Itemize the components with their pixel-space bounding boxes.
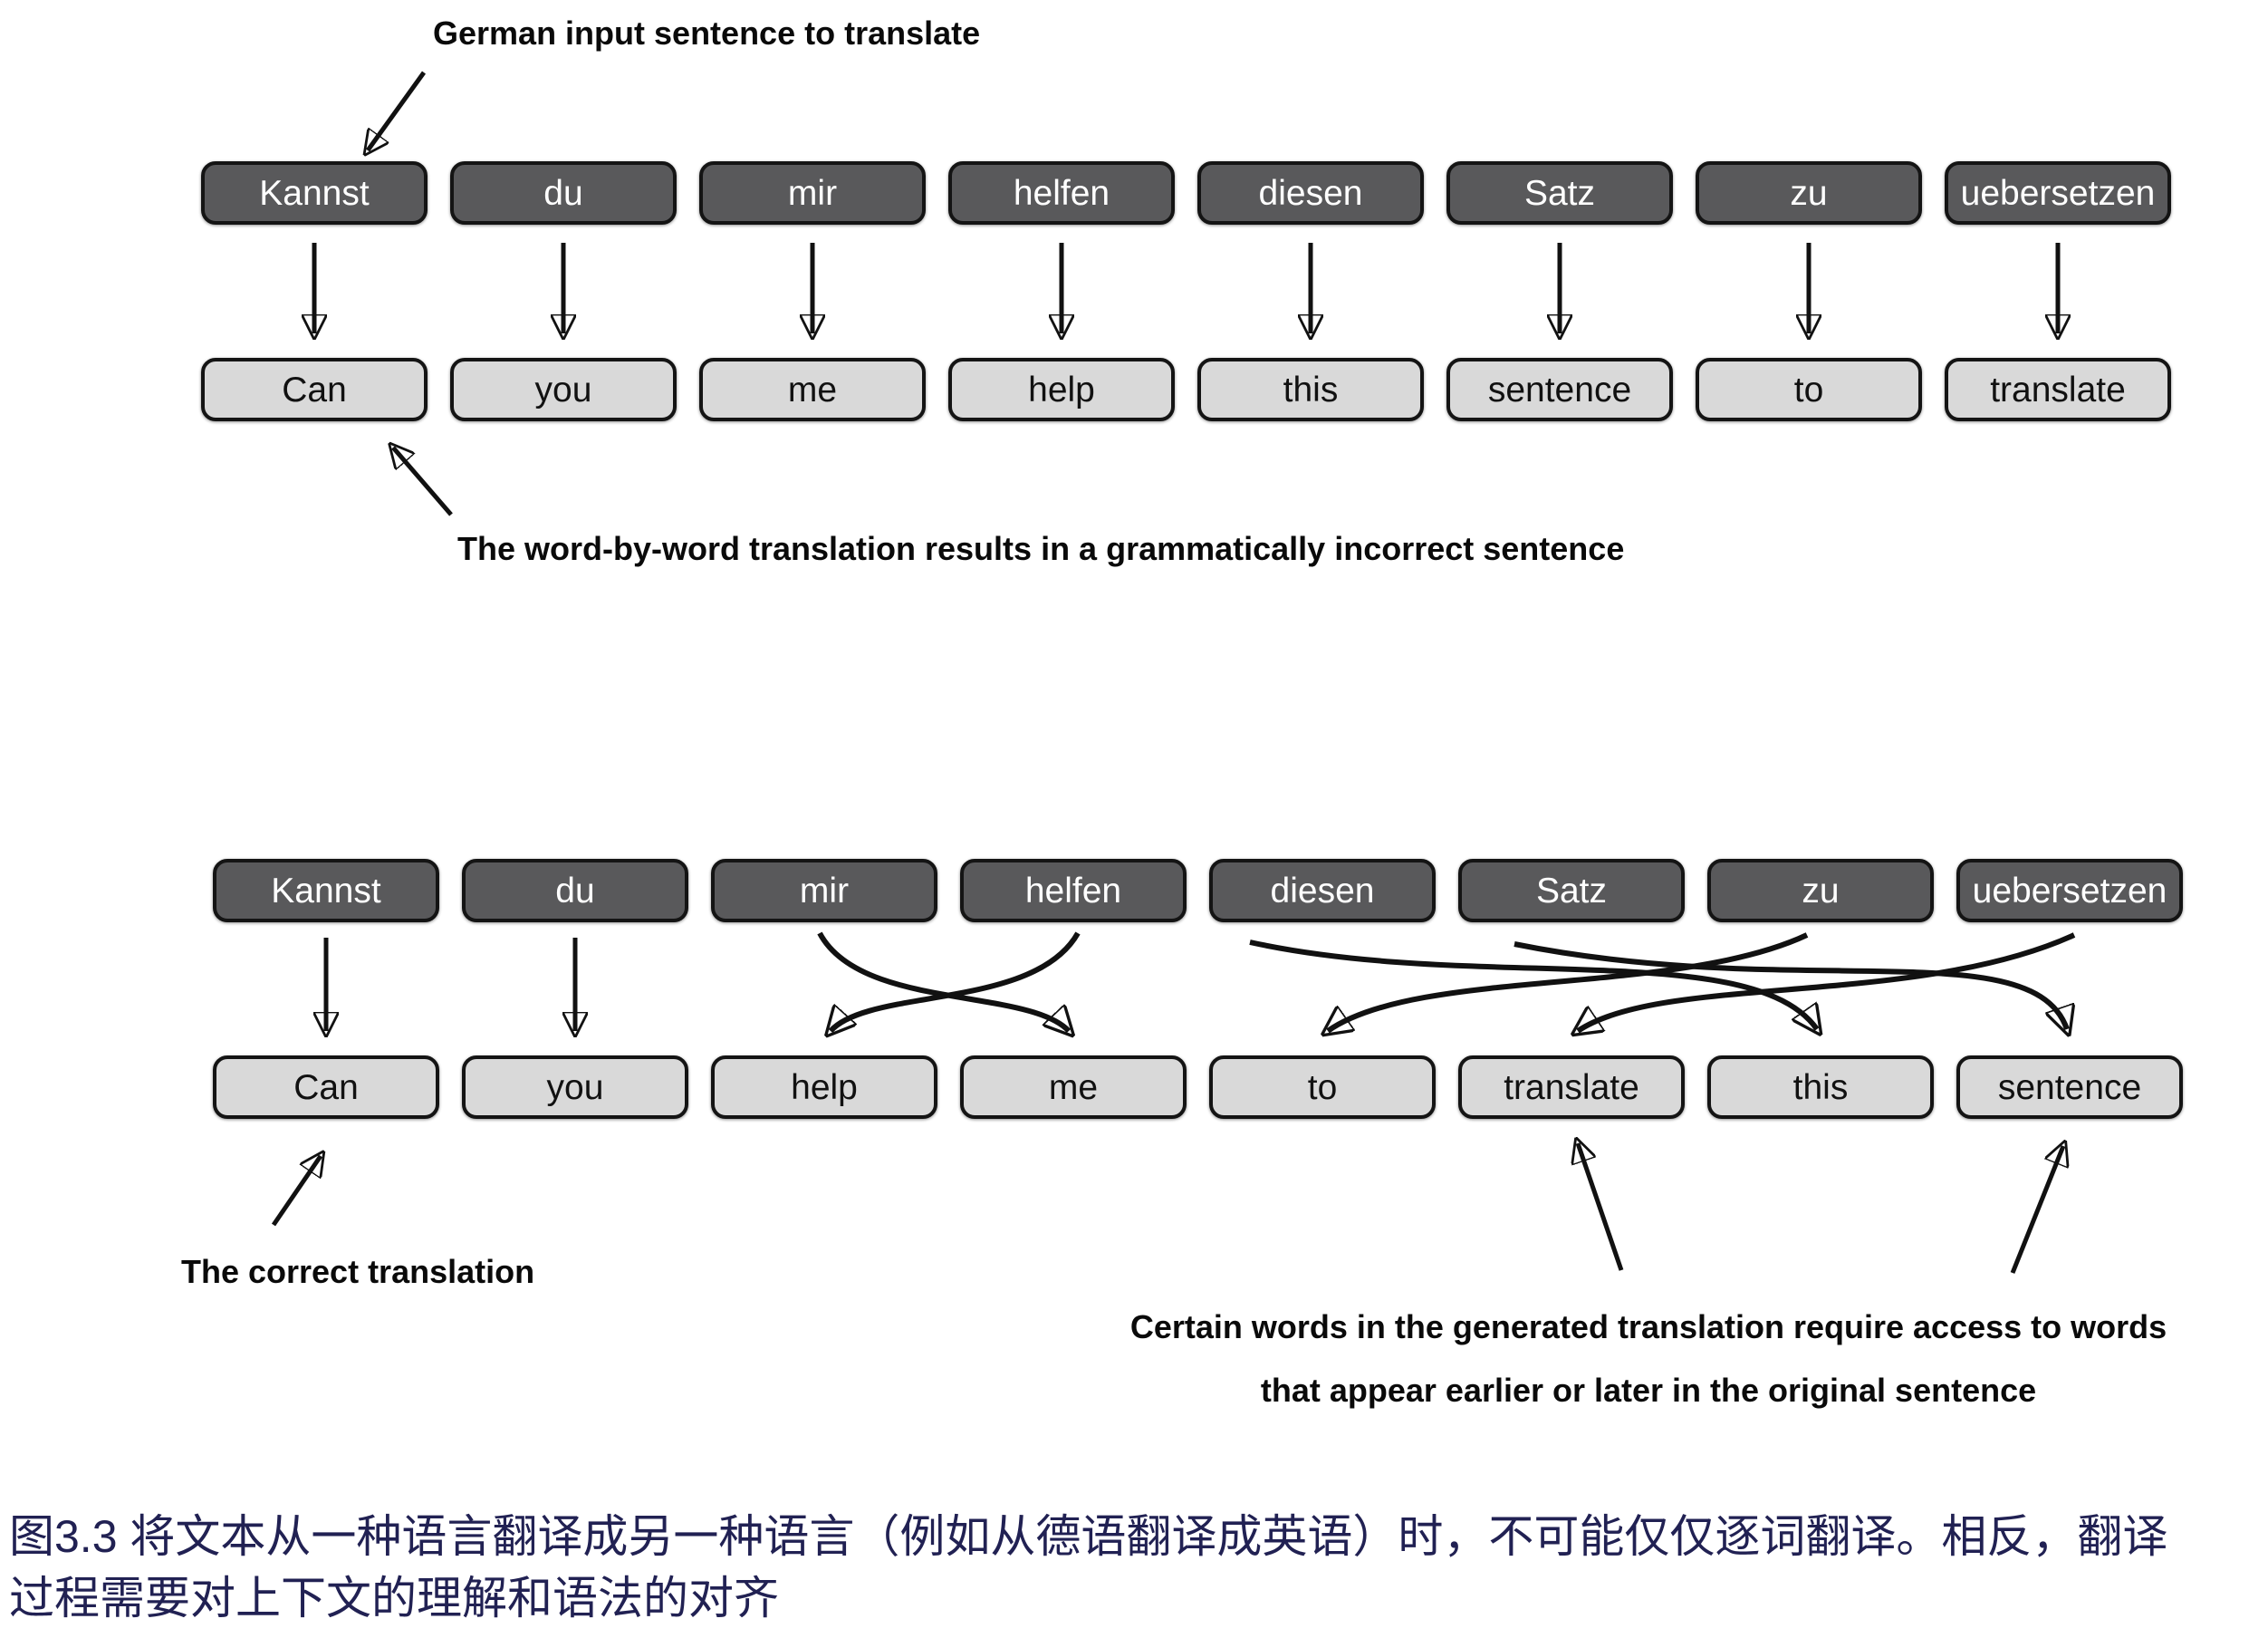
english-word-box-translate: translate [1945, 358, 2171, 421]
english-word-box-you: you [462, 1055, 688, 1119]
arrow-satz-to-sentence-aligned [1514, 941, 2067, 1029]
german-word-box-kannst: Kannst [201, 161, 428, 225]
german-word-box-satz: Satz [1458, 859, 1685, 922]
correct-translation-pointer-arrow [271, 1156, 321, 1227]
english-word-box-me: me [960, 1055, 1187, 1119]
english-word-box-can: Can [213, 1055, 439, 1119]
arrow-zu-to-to-aligned [1328, 932, 1809, 1031]
word-by-word-pointer-arrow [393, 448, 453, 516]
german-word-box-du: du [462, 859, 688, 922]
english-word-box-me: me [699, 358, 926, 421]
german-word-box-diesen: diesen [1197, 161, 1424, 225]
german-word-box-satz: Satz [1446, 161, 1673, 225]
figure-caption-line2: 过程需要对上下文的理解和语法的对齐 [9, 1573, 779, 1624]
context-pointer-arrow-translate [1578, 1143, 1624, 1271]
english-word-box-can: Can [201, 358, 428, 421]
context-access-annotation: Certain words in the generated translati… [1028, 1296, 2268, 1422]
german-word-box-mir: mir [711, 859, 937, 922]
german-word-box-uebersetzen: uebersetzen [1956, 859, 2183, 922]
english-word-box-translate: translate [1458, 1055, 1685, 1119]
german-input-pointer-arrow [368, 71, 427, 150]
arrow-diesen-to-this-aligned [1249, 939, 1817, 1029]
correct-translation-row: Can you help me to translate this sentence [213, 1055, 2183, 1119]
literal-translation-row: Can you me help this sentence to translate [201, 358, 2171, 421]
english-word-box-sentence: sentence [1956, 1055, 2183, 1119]
arrow-mir-to-me-aligned [817, 931, 1069, 1031]
word-by-word-annotation: The word-by-word translation results in … [457, 530, 1625, 567]
english-word-box-help: help [948, 358, 1175, 421]
english-word-box-this: this [1197, 358, 1424, 421]
german-word-box-diesen: diesen [1209, 859, 1436, 922]
german-word-box-du: du [450, 161, 677, 225]
german-word-box-helfen: helfen [948, 161, 1175, 225]
arrow-helfen-to-help-aligned [831, 931, 1081, 1031]
context-access-annotation-line1: Certain words in the generated translati… [1129, 1308, 2167, 1345]
german-word-box-helfen: helfen [960, 859, 1187, 922]
english-word-box-you: you [450, 358, 677, 421]
context-access-annotation-line2: that appear earlier or later in the orig… [1260, 1372, 2037, 1409]
german-sentence-row-top: Kannst du mir helfen diesen Satz zu uebersetzen [201, 161, 2171, 225]
english-word-box-to: to [1209, 1055, 1436, 1119]
german-word-box-uebersetzen: uebersetzen [1945, 161, 2171, 225]
german-word-box-mir: mir [699, 161, 926, 225]
german-sentence-row-bottom: Kannst du mir helfen diesen Satz zu uebersetzen [213, 859, 2183, 922]
german-word-box-zu: zu [1696, 161, 1922, 225]
context-pointer-arrow-sentence [2010, 1146, 2063, 1274]
figure-caption-line1: 图3.3 将文本从一种语言翻译成另一种语言（例如从德语翻译成英语）时，不可能仅仅… [9, 1511, 2168, 1562]
german-word-box-zu: zu [1707, 859, 1934, 922]
english-word-box-help: help [711, 1055, 937, 1119]
english-word-box-to: to [1696, 358, 1922, 421]
arrow-uebersetzen-to-translate-aligned [1578, 932, 2076, 1031]
figure-caption: 图3.3 将文本从一种语言翻译成另一种语言（例如从德语翻译成英语）时，不可能仅仅… [9, 1506, 2167, 1629]
english-word-box-this: this [1707, 1055, 1934, 1119]
correct-translation-annotation: The correct translation [181, 1253, 535, 1290]
english-word-box-sentence: sentence [1446, 358, 1673, 421]
german-word-box-kannst: Kannst [213, 859, 439, 922]
german-input-annotation: German input sentence to translate [433, 14, 981, 52]
